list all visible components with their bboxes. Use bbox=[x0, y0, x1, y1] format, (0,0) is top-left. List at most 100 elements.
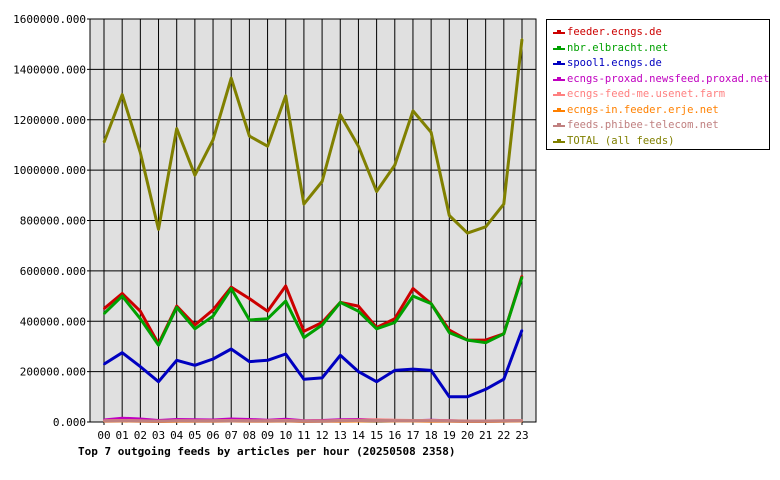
x-tick-label: 22 bbox=[497, 429, 510, 442]
data-point bbox=[411, 419, 414, 422]
data-point bbox=[266, 145, 269, 148]
legend-label: TOTAL (all feeds) bbox=[567, 134, 675, 147]
legend-marker bbox=[557, 76, 561, 81]
data-point bbox=[393, 369, 396, 372]
data-point bbox=[357, 305, 360, 308]
data-point bbox=[230, 419, 233, 422]
data-point bbox=[393, 419, 396, 422]
y-tick-label: 400000.000 bbox=[20, 315, 86, 328]
data-point bbox=[284, 419, 287, 422]
data-point bbox=[175, 359, 178, 362]
data-point bbox=[230, 347, 233, 350]
data-point bbox=[103, 419, 105, 422]
data-point bbox=[121, 419, 124, 422]
data-point bbox=[212, 315, 215, 318]
data-point bbox=[357, 310, 360, 313]
data-point bbox=[393, 321, 396, 324]
y-tick-label: 1000000.000 bbox=[13, 164, 86, 177]
data-point bbox=[157, 344, 160, 347]
data-point bbox=[484, 341, 487, 344]
data-point bbox=[375, 419, 378, 422]
data-point bbox=[284, 352, 287, 355]
x-tick-label: 07 bbox=[225, 429, 238, 442]
legend-marker bbox=[557, 138, 561, 143]
data-point bbox=[266, 310, 269, 313]
data-point bbox=[248, 318, 251, 321]
data-point bbox=[175, 127, 178, 130]
data-point bbox=[121, 93, 124, 96]
data-point bbox=[302, 203, 305, 206]
data-point bbox=[103, 312, 105, 315]
legend-marker bbox=[557, 30, 561, 34]
data-point bbox=[339, 419, 342, 422]
y-tick-label: 1600000.000 bbox=[13, 13, 86, 26]
x-tick-label: 16 bbox=[388, 429, 401, 442]
data-point bbox=[484, 420, 487, 423]
y-tick-label: 1400000.000 bbox=[13, 63, 86, 76]
data-point bbox=[502, 419, 505, 422]
x-tick-label: 14 bbox=[352, 429, 366, 442]
legend-label: feeds.phibee-telecom.net bbox=[567, 119, 719, 131]
data-point bbox=[103, 307, 105, 310]
data-point bbox=[248, 419, 251, 422]
y-tick-label: 600000.000 bbox=[20, 265, 86, 278]
x-tick-label: 04 bbox=[170, 429, 184, 442]
data-point bbox=[521, 38, 523, 41]
x-tick-label: 00 bbox=[97, 429, 110, 442]
x-tick-label: 19 bbox=[443, 429, 456, 442]
data-point bbox=[484, 339, 487, 342]
y-tick-label: 800000.000 bbox=[20, 215, 86, 228]
data-point bbox=[193, 327, 196, 330]
chart-title: Top 7 outgoing feeds by articles per hou… bbox=[78, 445, 456, 458]
data-point bbox=[302, 420, 305, 423]
x-tick-label: 18 bbox=[425, 429, 438, 442]
data-point bbox=[302, 378, 305, 381]
data-point bbox=[121, 292, 124, 295]
legend: feeder.ecngs.de nbr.elbracht.net spool1.ec… bbox=[546, 19, 770, 150]
y-tick-label: 200000.000 bbox=[20, 366, 86, 379]
data-point bbox=[321, 420, 324, 423]
data-point bbox=[139, 310, 142, 313]
data-point bbox=[121, 417, 124, 420]
x-tick-label: 09 bbox=[261, 429, 274, 442]
data-point bbox=[484, 225, 487, 228]
x-tick-label: 01 bbox=[116, 429, 129, 442]
data-point bbox=[212, 358, 215, 361]
data-point bbox=[484, 388, 487, 391]
data-point bbox=[248, 135, 251, 138]
data-point bbox=[448, 395, 451, 398]
data-point bbox=[521, 419, 523, 422]
data-point bbox=[157, 228, 160, 231]
data-point bbox=[212, 138, 215, 141]
data-point bbox=[502, 203, 505, 206]
data-point bbox=[339, 301, 342, 304]
data-point bbox=[139, 419, 142, 422]
series-line-2 bbox=[103, 329, 524, 399]
legend-label: spool1.ecngs.de bbox=[567, 57, 662, 69]
data-point bbox=[248, 297, 251, 300]
x-tick-label: 08 bbox=[243, 429, 256, 442]
data-point bbox=[466, 232, 469, 235]
series-line-1 bbox=[102, 276, 524, 347]
data-point bbox=[411, 109, 414, 112]
data-point bbox=[121, 295, 124, 298]
data-point bbox=[466, 339, 469, 342]
data-point bbox=[521, 276, 523, 279]
x-tick-label: 23 bbox=[515, 429, 528, 442]
data-point bbox=[157, 420, 160, 423]
series-line-7 bbox=[102, 39, 524, 235]
data-point bbox=[139, 151, 142, 154]
data-point bbox=[321, 376, 324, 379]
data-point bbox=[266, 419, 269, 422]
data-point bbox=[339, 354, 342, 357]
data-point bbox=[357, 419, 360, 422]
x-tick-label: 13 bbox=[334, 429, 347, 442]
data-point bbox=[321, 180, 324, 183]
data-point bbox=[175, 306, 178, 309]
series-line-6 bbox=[103, 419, 523, 423]
legend-marker bbox=[557, 123, 561, 127]
data-point bbox=[521, 329, 523, 332]
data-point bbox=[466, 395, 469, 398]
data-point bbox=[302, 330, 305, 333]
